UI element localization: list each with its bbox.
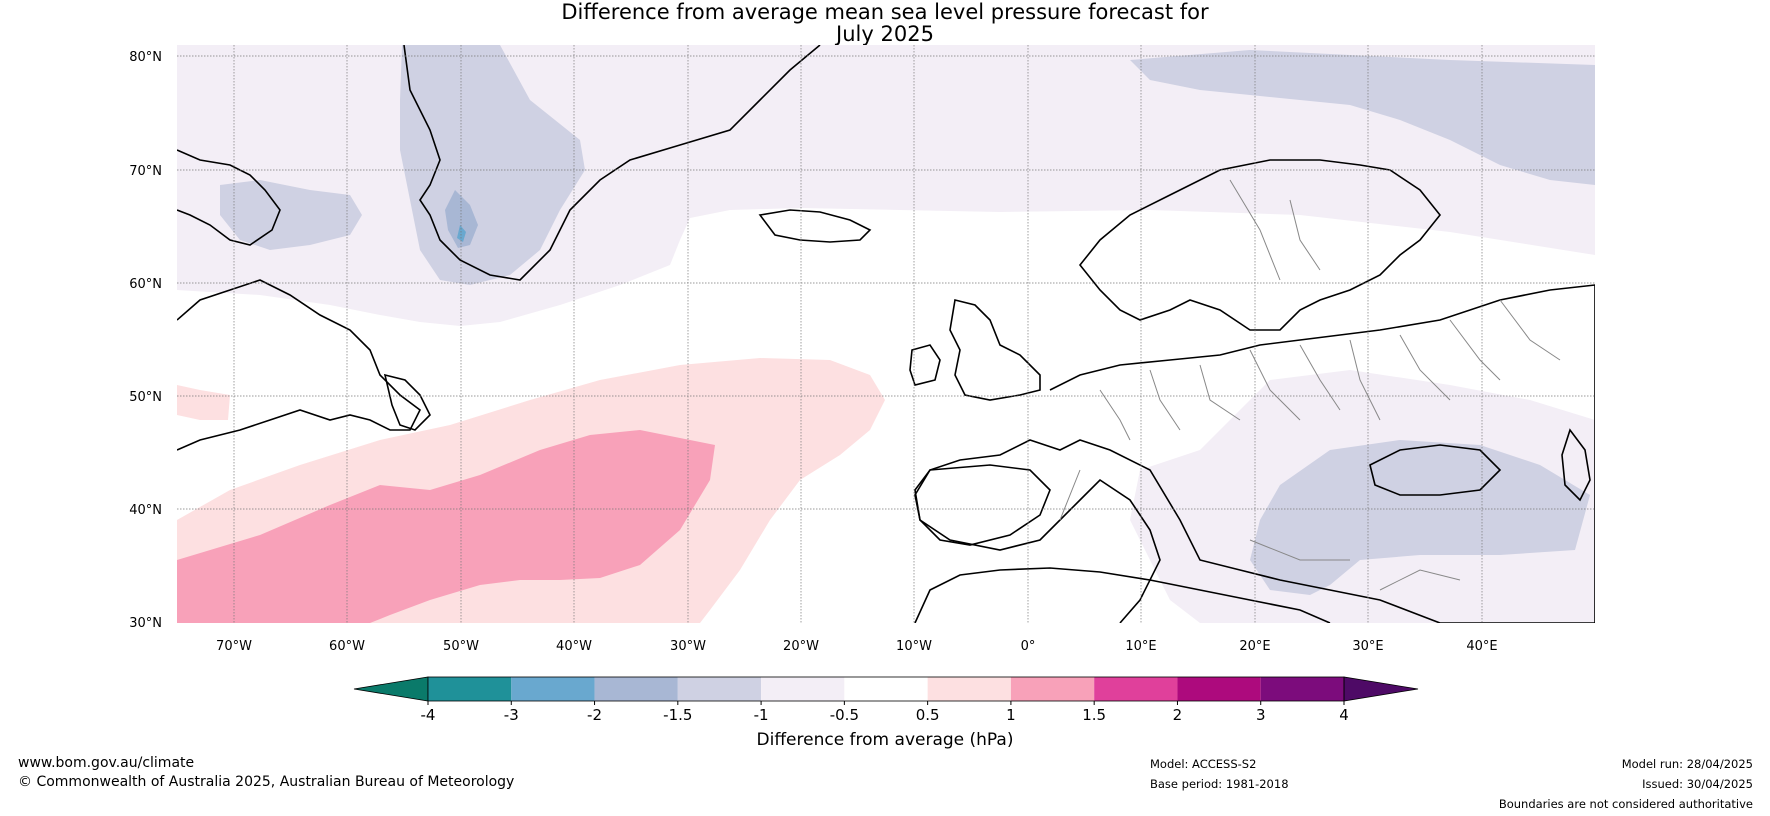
coastline-britain xyxy=(949,299,1041,401)
colorbar-tick-label: -2 xyxy=(587,706,602,724)
coastline-north-africa xyxy=(914,567,1331,623)
coastline-canada-arctic xyxy=(177,149,281,246)
colorbar-tick-label: 0.5 xyxy=(916,706,940,724)
coastline-iceland xyxy=(758,209,872,243)
coastline-europe xyxy=(914,284,1595,623)
colorbar-frame xyxy=(427,676,1345,702)
colorbar-segment xyxy=(1177,677,1261,701)
colorbar-tick-label: -0.5 xyxy=(830,706,859,724)
lon-label-60w: 60°W xyxy=(329,639,365,654)
anomaly-region-black-sea xyxy=(1250,440,1590,595)
colorbar-tick-label: -1 xyxy=(754,706,769,724)
anomaly-region-atlantic-high-core xyxy=(177,430,715,623)
anomaly-region-barents xyxy=(1130,50,1595,185)
lat-label-50n: 50°N xyxy=(129,390,162,405)
colorbar-segment xyxy=(428,677,512,701)
map-title-line-2: July 2025 xyxy=(836,22,934,46)
lat-label-80n: 80°N xyxy=(129,50,162,65)
colorbar-segment xyxy=(594,677,678,701)
coastline-greenland xyxy=(403,45,821,281)
model-run-date: Model run: 28/04/2025 xyxy=(1621,757,1753,771)
colorbar-tick-label: -3 xyxy=(504,706,519,724)
lon-label-0: 0° xyxy=(1021,639,1036,654)
boundaries-disclaimer: Boundaries are not considered authoritat… xyxy=(1498,797,1753,811)
coastline-ireland xyxy=(909,344,941,386)
lon-label-40e: 40°E xyxy=(1466,639,1497,654)
lon-label-30w: 30°W xyxy=(670,639,706,654)
lon-label-10w: 10°W xyxy=(896,639,932,654)
coastline-iberia xyxy=(914,464,1051,546)
lon-label-20w: 20°W xyxy=(783,639,819,654)
lat-label-60n: 60°N xyxy=(129,277,162,292)
lon-label-70w: 70°W xyxy=(216,639,252,654)
colorbar-tick-label: -1.5 xyxy=(663,706,692,724)
longitude-labels: 70°W 60°W 50°W 40°W 30°W 20°W 10°W 0° 10… xyxy=(216,639,1498,654)
colorbar-extend-low xyxy=(353,676,429,702)
issued-date: Issued: 30/04/2025 xyxy=(1642,777,1753,791)
colorbar-tick-label: 1 xyxy=(1006,706,1016,724)
colorbar-tick-labels: -4 -3 -2 -1.5 -1 -0.5 0.5 1 1.5 2 3 4 xyxy=(421,701,1349,724)
anomaly-region-greenland xyxy=(400,45,585,285)
lat-label-30n: 30°N xyxy=(129,616,162,631)
colorbar-segment xyxy=(1094,677,1178,701)
lon-label-10e: 10°E xyxy=(1125,639,1156,654)
colorbar-segment xyxy=(844,677,928,701)
coastlines xyxy=(177,45,1595,623)
coastline-scandinavia xyxy=(1078,159,1442,331)
lon-label-40w: 40°W xyxy=(556,639,592,654)
colorbar-tick-label: 4 xyxy=(1339,706,1349,724)
colorbar-segment xyxy=(1260,677,1344,701)
lon-label-30e: 30°E xyxy=(1352,639,1383,654)
colorbar-tick-label: 2 xyxy=(1173,706,1183,724)
base-period: Base period: 1981-2018 xyxy=(1150,777,1289,791)
country-borders xyxy=(1059,179,1561,591)
graticule xyxy=(177,45,1595,623)
colorbar-segment xyxy=(511,677,595,701)
colorbar-tick-label: -4 xyxy=(421,706,436,724)
colorbar-segment xyxy=(1010,677,1095,701)
anomaly-region-baffin xyxy=(220,180,362,250)
model-name: Model: ACCESS-S2 xyxy=(1150,757,1257,771)
lat-label-40n: 40°N xyxy=(129,503,162,518)
colorbar-extend-high xyxy=(1343,676,1419,702)
lon-label-20e: 20°E xyxy=(1239,639,1270,654)
website-url[interactable]: www.bom.gov.au/climate xyxy=(18,755,195,771)
colorbar xyxy=(353,676,1419,702)
lat-label-70n: 70°N xyxy=(129,164,162,179)
anomaly-region-greenland-center xyxy=(457,225,466,242)
coastline-newfoundland xyxy=(383,373,431,431)
coastline-labrador xyxy=(177,279,422,451)
colorbar-segment xyxy=(927,677,1011,701)
latitude-labels: 80°N 70°N 60°N 50°N 40°N 30°N xyxy=(129,50,162,631)
anomaly-region-west-atlantic xyxy=(177,385,230,420)
coastline-caspian xyxy=(1561,428,1591,502)
coastline-black-sea xyxy=(1369,444,1502,496)
colorbar-segment xyxy=(677,677,762,701)
lon-label-50w: 50°W xyxy=(443,639,479,654)
copyright-notice: © Commonwealth of Australia 2025, Austra… xyxy=(18,774,515,790)
anomaly-region-greenland-deep xyxy=(445,190,478,248)
colorbar-title: Difference from average (hPa) xyxy=(757,730,1014,750)
colorbar-tick-label: 1.5 xyxy=(1082,706,1106,724)
colorbar-tick-label: 3 xyxy=(1256,706,1266,724)
colorbar-segment xyxy=(761,677,845,701)
map-title-line-1: Difference from average mean sea level p… xyxy=(561,0,1209,24)
